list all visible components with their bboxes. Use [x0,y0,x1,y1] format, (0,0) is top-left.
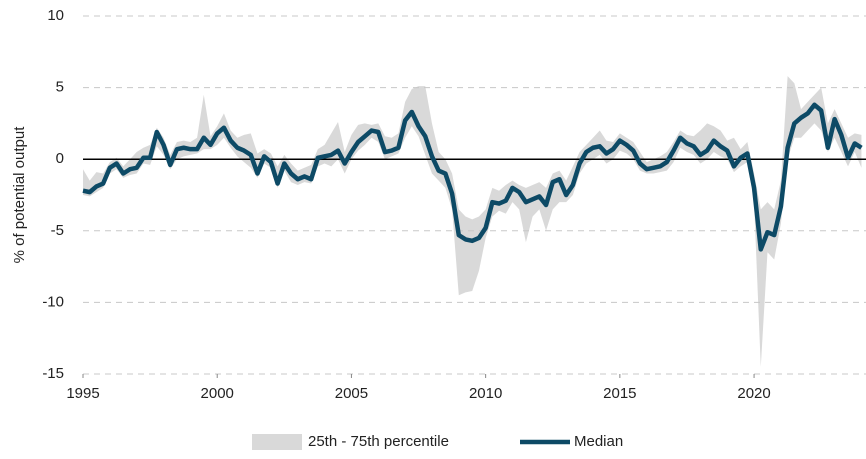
y-tick-label: 10 [47,7,64,24]
y-tick-label: 0 [56,150,64,167]
legend-label: Median [574,433,623,450]
y-tick-label: -5 [51,222,64,239]
x-tick-label: 1995 [66,385,99,402]
y-axis-label: % of potential output [11,126,28,264]
y-tick-label: -15 [42,365,64,382]
x-tick-label: 2005 [335,385,368,402]
x-tick-label: 2010 [469,385,502,402]
legend-label: 25th - 75th percentile [308,433,449,450]
x-tick-label: 2015 [603,385,636,402]
y-tick-label: -10 [42,293,64,310]
x-tick-label: 2020 [737,385,770,402]
y-tick-label: 5 [56,79,64,96]
x-tick-label: 2000 [201,385,234,402]
legend-swatch [252,434,302,450]
percentile-band [83,76,862,367]
median-line [82,102,863,252]
